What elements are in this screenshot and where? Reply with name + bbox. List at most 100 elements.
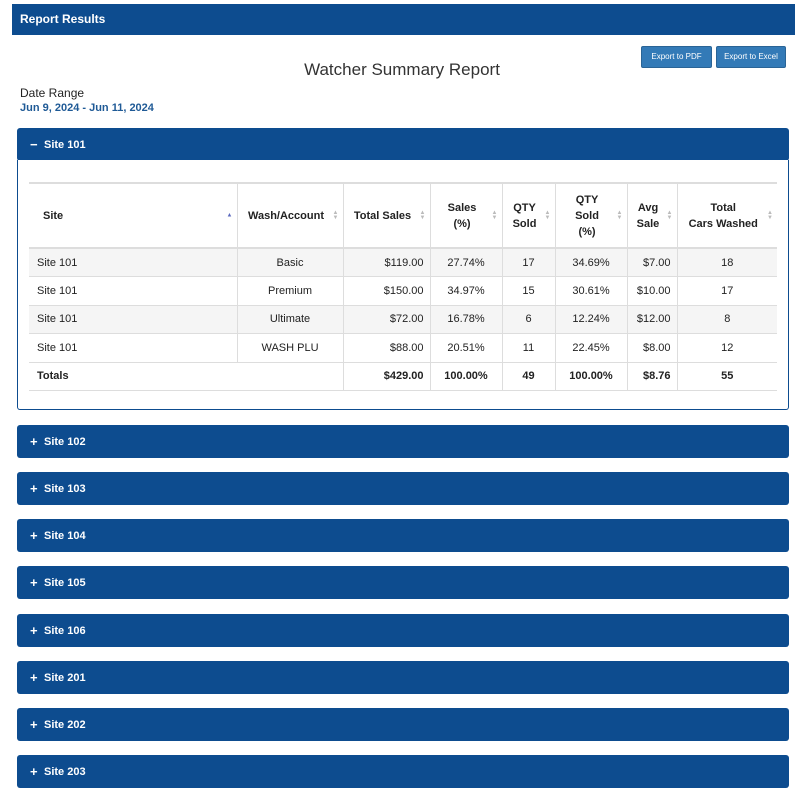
summary-table: Site ▲ Wash/Account ▲ ▼ Total Sales ▲ ▼ Sales (%)…	[29, 182, 777, 391]
table-cell-total-sales: $119.00	[342, 247, 430, 277]
table-cell-wash-account: Ultimate	[236, 304, 343, 334]
sort-icon: ▲ ▼	[616, 209, 623, 221]
totals-cell-total-sales: $429.00	[342, 361, 430, 391]
sort-icon: ▲ ▼	[666, 209, 673, 221]
column-header-label: Wash/Account	[248, 209, 324, 222]
panel-header-site-104[interactable]: + Site 104	[17, 519, 789, 552]
sort-icon: ▲ ▼	[544, 209, 551, 221]
export-pdf-button[interactable]: Export to PDF	[641, 46, 712, 68]
panel-label: Site 201	[44, 671, 86, 684]
table-cell-sales-pct: 16.78%	[429, 304, 502, 334]
plus-icon: +	[30, 764, 38, 779]
plus-icon: +	[30, 575, 38, 590]
plus-icon: +	[30, 670, 38, 685]
table-cell-site: Site 101	[29, 276, 237, 305]
table-cell-site: Site 101	[29, 247, 237, 277]
panel-header-site-105[interactable]: + Site 105	[17, 566, 789, 599]
panel-header-site-201[interactable]: + Site 201	[17, 661, 789, 694]
sort-icon: ▲ ▼	[332, 209, 339, 221]
panel-label: Site 103	[44, 482, 86, 495]
panel-label: Site 106	[44, 624, 86, 637]
table-cell-avg-sale: $10.00	[626, 276, 677, 305]
totals-cell-qty-sold: 49	[501, 361, 555, 391]
totals-cell-total-cars-washed: 55	[676, 361, 777, 391]
column-header-avg-sale[interactable]: Avg Sale ▲ ▼	[626, 182, 677, 249]
table-header-row: Site ▲ Wash/Account ▲ ▼ Total Sales ▲ ▼ Sales (%)…	[29, 182, 777, 249]
table-cell-total-cars-washed: 18	[676, 247, 777, 277]
panel-label: Site 203	[44, 765, 86, 778]
table-cell-wash-account: Premium	[236, 276, 343, 305]
totals-cell-sales-pct: 100.00%	[429, 361, 502, 391]
totals-row: Totals $429.00 100.00% 49 100.00% $8.76 55	[29, 361, 777, 391]
table-cell-qty-sold: 17	[501, 247, 555, 277]
column-header-label: QTY Sold	[512, 201, 537, 230]
column-header-label: Avg Sale	[636, 201, 660, 230]
table-cell-qty-sold-pct: 22.45%	[554, 333, 627, 362]
totals-cell-totals-label: Totals	[29, 361, 343, 391]
report-title: Watcher Summary Report	[304, 60, 500, 79]
table-cell-total-sales: $72.00	[342, 304, 430, 334]
panel-header-site-103[interactable]: + Site 103	[17, 472, 789, 505]
panel-header-site-101[interactable]: − Site 101	[17, 128, 789, 161]
column-header-label: Total Cars Washed	[688, 201, 758, 230]
table-cell-site: Site 101	[29, 333, 237, 362]
column-header-total-sales[interactable]: Total Sales ▲ ▼	[342, 182, 430, 249]
table-cell-sales-pct: 27.74%	[429, 247, 502, 277]
table-cell-wash-account: Basic	[236, 247, 343, 277]
table-row: Site 101 Premium $150.00 34.97% 15 30.61% $10.…	[29, 276, 777, 305]
export-excel-button[interactable]: Export to Excel	[716, 46, 786, 68]
column-header-wash-account[interactable]: Wash/Account ▲ ▼	[236, 182, 343, 249]
date-range-label: Date Range	[20, 86, 85, 100]
sort-icon: ▲ ▼	[767, 209, 773, 221]
table-row: Site 101 Ultimate $72.00 16.78% 6 12.24% $12.0…	[29, 304, 777, 334]
panel-header-site-203[interactable]: + Site 203	[17, 755, 789, 788]
table-cell-total-cars-washed: 17	[676, 276, 777, 305]
column-header-total-cars-washed[interactable]: Total Cars Washed ▲ ▼	[676, 182, 777, 249]
table-cell-qty-sold: 11	[501, 333, 555, 362]
plus-icon: +	[30, 717, 38, 732]
minus-icon: −	[30, 137, 38, 152]
column-header-sales-pct[interactable]: Sales (%) ▲ ▼	[429, 182, 502, 249]
report-results-header: Report Results	[12, 4, 795, 35]
table-cell-qty-sold-pct: 30.61%	[554, 276, 627, 305]
panel-header-site-202[interactable]: + Site 202	[17, 708, 789, 741]
table-cell-site: Site 101	[29, 304, 237, 334]
table-cell-wash-account: WASH PLU	[236, 333, 343, 362]
plus-icon: +	[30, 528, 38, 543]
panel-header-site-102[interactable]: + Site 102	[17, 425, 789, 458]
sort-ascending-icon: ▲	[226, 212, 233, 218]
header-title: Report Results	[20, 12, 106, 26]
table-cell-qty-sold: 15	[501, 276, 555, 305]
table-cell-total-cars-washed: 12	[676, 333, 777, 362]
panel-label: Site 104	[44, 529, 86, 542]
table-cell-sales-pct: 20.51%	[429, 333, 502, 362]
table-cell-total-sales: $88.00	[342, 333, 430, 362]
plus-icon: +	[30, 623, 38, 638]
column-header-label: QTY Sold (%)	[575, 193, 599, 238]
table-cell-qty-sold: 6	[501, 304, 555, 334]
column-header-qty-sold[interactable]: QTY Sold ▲ ▼	[501, 182, 555, 249]
table-cell-avg-sale: $8.00	[626, 333, 677, 362]
column-header-label: Site	[43, 209, 64, 222]
table-cell-qty-sold-pct: 12.24%	[554, 304, 627, 334]
totals-cell-qty-sold-pct: 100.00%	[554, 361, 627, 391]
totals-cell-avg-sale: $8.76	[626, 361, 677, 391]
panel-label: Site 101	[44, 138, 86, 151]
panel-label: Site 202	[44, 718, 86, 731]
table-cell-sales-pct: 34.97%	[429, 276, 502, 305]
sort-icon: ▲ ▼	[419, 209, 426, 221]
column-header-label: Sales (%)	[447, 201, 477, 230]
panel-header-site-106[interactable]: + Site 106	[17, 614, 789, 647]
table-row: Site 101 WASH PLU $88.00 20.51% 11 22.45% $8.0…	[29, 333, 777, 362]
table-cell-qty-sold-pct: 34.69%	[554, 247, 627, 277]
date-range-value: Jun 9, 2024 - Jun 11, 2024	[20, 102, 154, 114]
plus-icon: +	[30, 481, 38, 496]
table-row: Site 101 Basic $119.00 27.74% 17 34.69% $7.00 1…	[29, 247, 777, 277]
panel-label: Site 102	[44, 435, 86, 448]
table-cell-total-sales: $150.00	[342, 276, 430, 305]
column-header-site[interactable]: Site ▲	[29, 182, 237, 249]
table-cell-avg-sale: $12.00	[626, 304, 677, 334]
panel-label: Site 105	[44, 576, 86, 589]
table-cell-avg-sale: $7.00	[626, 247, 677, 277]
column-header-qty-sold-pct[interactable]: QTY Sold (%) ▲ ▼	[554, 182, 627, 249]
